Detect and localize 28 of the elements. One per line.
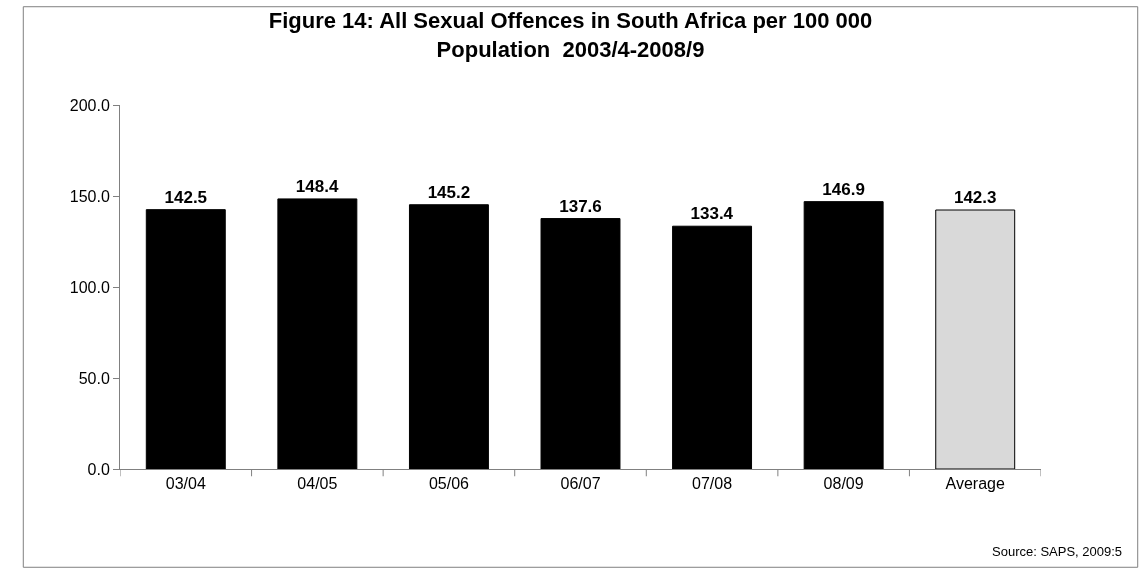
bar [145,209,226,469]
x-tick-label: 07/08 [692,475,733,493]
y-tick-label: 100.0 [69,278,110,296]
data-label: 146.9 [822,179,865,199]
x-tick-label: 06/07 [560,475,601,493]
x-tick-label: 04/05 [297,475,338,493]
y-tick-label: 50.0 [78,369,110,387]
source-note: Source: SAPS, 2009:5 [992,544,1123,559]
data-label: 137.6 [559,196,602,216]
x-tick-label: 03/04 [165,475,206,493]
bar [672,225,753,469]
data-label: 145.2 [427,182,471,202]
x-tick-label: Average [945,475,1005,493]
bar [408,204,489,469]
data-label: 148.4 [295,176,339,196]
bar [803,201,884,469]
bar [935,209,1016,469]
bar [540,218,621,469]
x-tick-label: 05/06 [428,475,470,493]
data-label: 133.4 [690,204,734,224]
bar [277,198,358,469]
y-tick-label: 200.0 [69,96,110,114]
x-tick-label: 08/09 [823,475,864,493]
chart-title: Figure 14: All Sexual Offences in South Africa per 100 000 Population 2003/4-2008/9 [268,8,873,63]
y-tick-label: 0.0 [87,460,110,478]
y-tick-label: 150.0 [69,187,110,205]
data-label: 142.5 [164,187,208,207]
data-label: 142.3 [953,188,997,208]
